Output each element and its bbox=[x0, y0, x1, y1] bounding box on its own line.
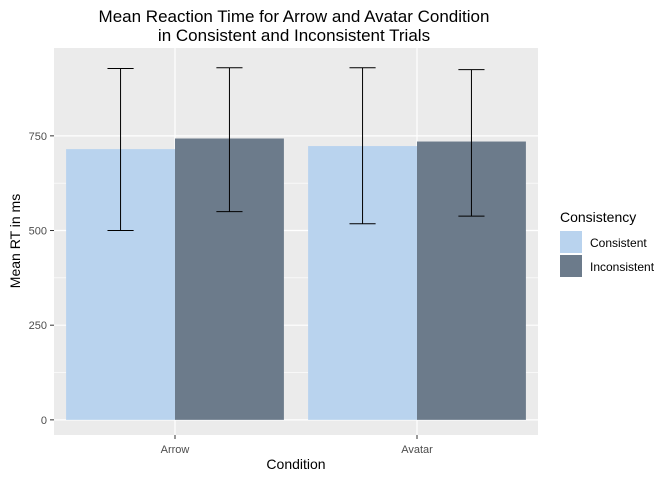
legend-swatch bbox=[560, 231, 582, 253]
legend-items: Consistent Inconsistent bbox=[560, 231, 655, 277]
y-tick-label: 0 bbox=[41, 415, 47, 427]
y-tick-label: 500 bbox=[29, 226, 47, 238]
legend-label: Inconsistent bbox=[590, 260, 655, 274]
chart-subtitle: in Consistent and Inconsistent Trials bbox=[158, 26, 430, 45]
error-bars bbox=[107, 67, 485, 232]
y-tick-label: 250 bbox=[29, 320, 47, 332]
x-axis-title: Condition bbox=[266, 456, 325, 472]
legend: Consistency Consistent Inconsistent bbox=[560, 209, 655, 277]
chart-title: Mean Reaction Time for Arrow and Avatar … bbox=[99, 7, 490, 26]
bars bbox=[66, 138, 526, 420]
y-axis-ticks: 0 250 500 750 bbox=[29, 131, 54, 427]
legend-title: Consistency bbox=[560, 209, 636, 225]
legend-label: Consistent bbox=[590, 236, 647, 250]
y-axis-title: Mean RT in ms bbox=[7, 194, 23, 288]
x-axis-ticks: Arrow Avatar bbox=[161, 435, 433, 456]
x-tick-label: Arrow bbox=[161, 444, 190, 456]
y-tick-label: 750 bbox=[29, 131, 47, 143]
x-tick-label: Avatar bbox=[401, 444, 433, 456]
legend-swatch bbox=[560, 255, 582, 277]
